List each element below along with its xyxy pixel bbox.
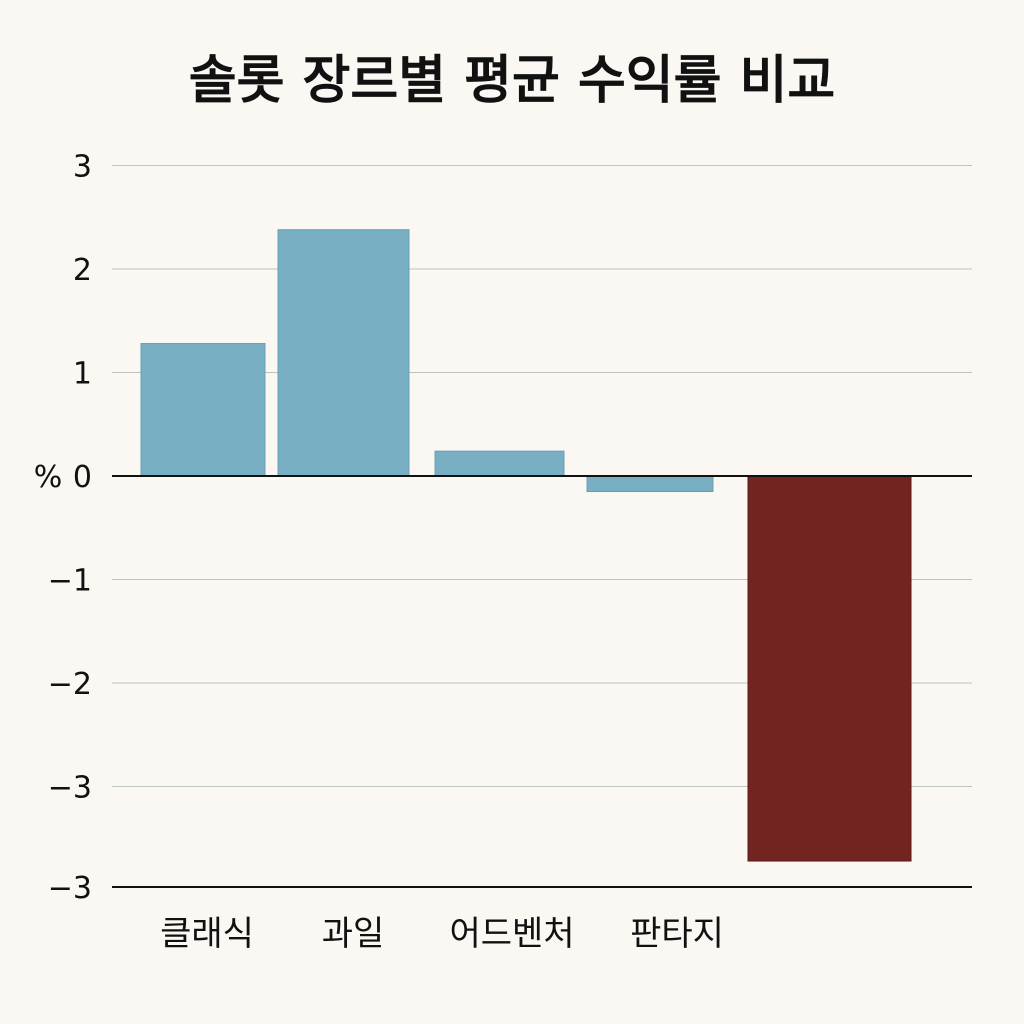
bar (140, 343, 266, 477)
x-category-label: 판타지 (630, 914, 724, 954)
y-tick-label: 0 (73, 460, 92, 495)
x-category-label: 클래식 (160, 914, 254, 954)
y-tick-label: −1 (48, 564, 92, 599)
bar (747, 475, 912, 862)
x-category-label: 어드벤처 (449, 914, 574, 954)
y-tick-label: −2 (48, 667, 92, 702)
y-tick-label: 2 (73, 253, 92, 288)
x-category-label: 과일 (322, 914, 385, 954)
y-tick-label: −3 (48, 871, 92, 906)
y-tick-label: 3 (73, 150, 92, 185)
y-axis-unit-label: % (34, 460, 63, 495)
y-tick-label: −3 (48, 771, 92, 806)
bar (277, 229, 410, 477)
y-tick-label: 1 (73, 357, 92, 392)
chart-title: 솔롯 장르별 평균 수익률 비교 (188, 51, 836, 111)
bar (586, 475, 714, 493)
bar (434, 450, 565, 477)
